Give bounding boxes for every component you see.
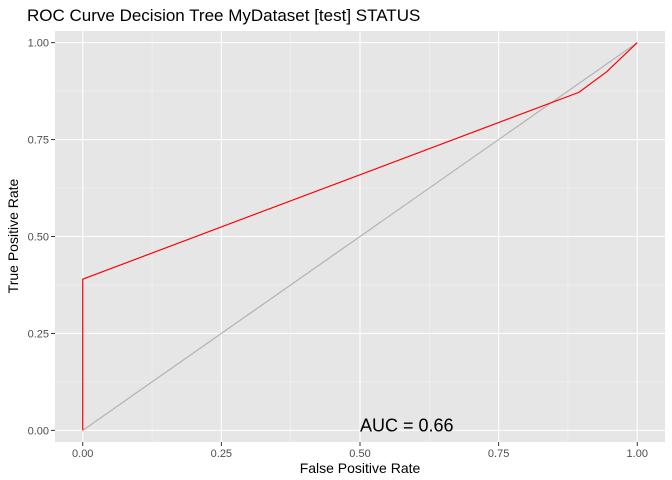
y-axis-title: True Positive Rate: [5, 178, 21, 293]
y-tick-label: 0.75: [28, 135, 49, 147]
x-tick-label: 0.75: [488, 448, 509, 460]
y-tick-label: 0.00: [28, 425, 49, 437]
series-line: [82, 42, 638, 431]
series-layer: [82, 42, 638, 431]
chart-title: ROC Curve Decision Tree MyDataset [test]…: [27, 6, 420, 25]
y-tick-label: 0.25: [28, 328, 49, 340]
x-axis-ticks: 0.00 0.25 0.50 0.75 1.00: [72, 442, 648, 460]
x-tick-label: 1.00: [627, 448, 648, 460]
series-line: [82, 42, 638, 431]
y-axis-ticks: 0.00 0.25 0.50 0.75 1.00: [28, 38, 55, 437]
y-tick-label: 0.50: [28, 232, 49, 244]
x-axis-title: False Positive Rate: [300, 460, 421, 476]
auc-annotation: AUC = 0.66: [360, 415, 454, 435]
x-tick-label: 0.25: [211, 448, 232, 460]
x-tick-label: 0.00: [72, 448, 93, 460]
x-tick-label: 0.50: [349, 448, 370, 460]
y-tick-label: 1.00: [28, 38, 49, 50]
